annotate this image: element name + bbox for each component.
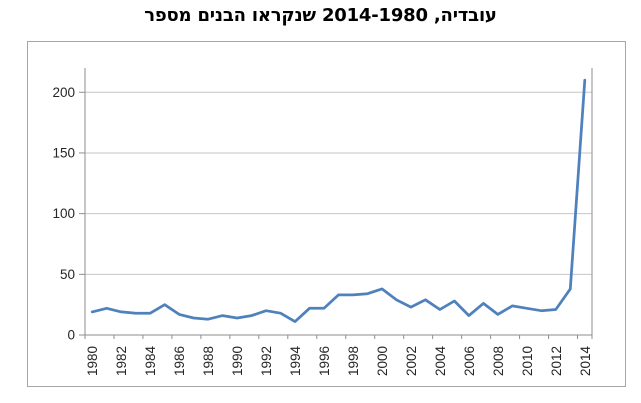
x-tick-label: 2004	[433, 346, 448, 377]
y-tick-label: 150	[52, 145, 75, 160]
x-tick-label: 1992	[259, 346, 274, 376]
x-tick-label: 1988	[201, 346, 216, 376]
axes	[84, 68, 593, 336]
y-tick-label: 200	[52, 85, 75, 100]
gridlines	[85, 91, 592, 275]
y-tick-label: 0	[67, 328, 75, 343]
x-axis-ticks	[84, 335, 593, 339]
x-tick-label: 1996	[317, 346, 332, 376]
x-tick-label: 2008	[491, 346, 506, 376]
x-tick-label: 2002	[404, 346, 419, 376]
y-tick-label: 50	[60, 267, 75, 282]
x-tick-label: 2010	[520, 346, 535, 376]
y-axis-ticks	[79, 91, 85, 336]
x-tick-label: 2014	[578, 346, 593, 377]
x-tick-label: 1980	[85, 346, 100, 376]
x-tick-label: 1994	[288, 346, 303, 377]
x-tick-label: 1984	[143, 346, 158, 377]
x-axis-labels: 1980 1982 1984 1986 1988 1990 1992 1994 1996 1998…	[85, 346, 593, 377]
x-tick-label: 1990	[230, 346, 245, 376]
x-tick-label: 2012	[549, 346, 564, 376]
chart-title: מספר‎ הבנים‎ שנקראו‎ עובדיה, 2014-1980	[144, 5, 497, 26]
y-tick-label: 100	[52, 206, 75, 221]
x-tick-label: 1998	[346, 346, 361, 376]
x-tick-label: 2000	[375, 346, 390, 376]
y-axis-labels: 0 50 100 150 200	[52, 85, 75, 343]
x-tick-label: 2006	[462, 346, 477, 376]
x-tick-label: 1986	[172, 346, 187, 376]
x-tick-label: 1982	[114, 346, 129, 376]
data-series-line	[90, 78, 587, 323]
